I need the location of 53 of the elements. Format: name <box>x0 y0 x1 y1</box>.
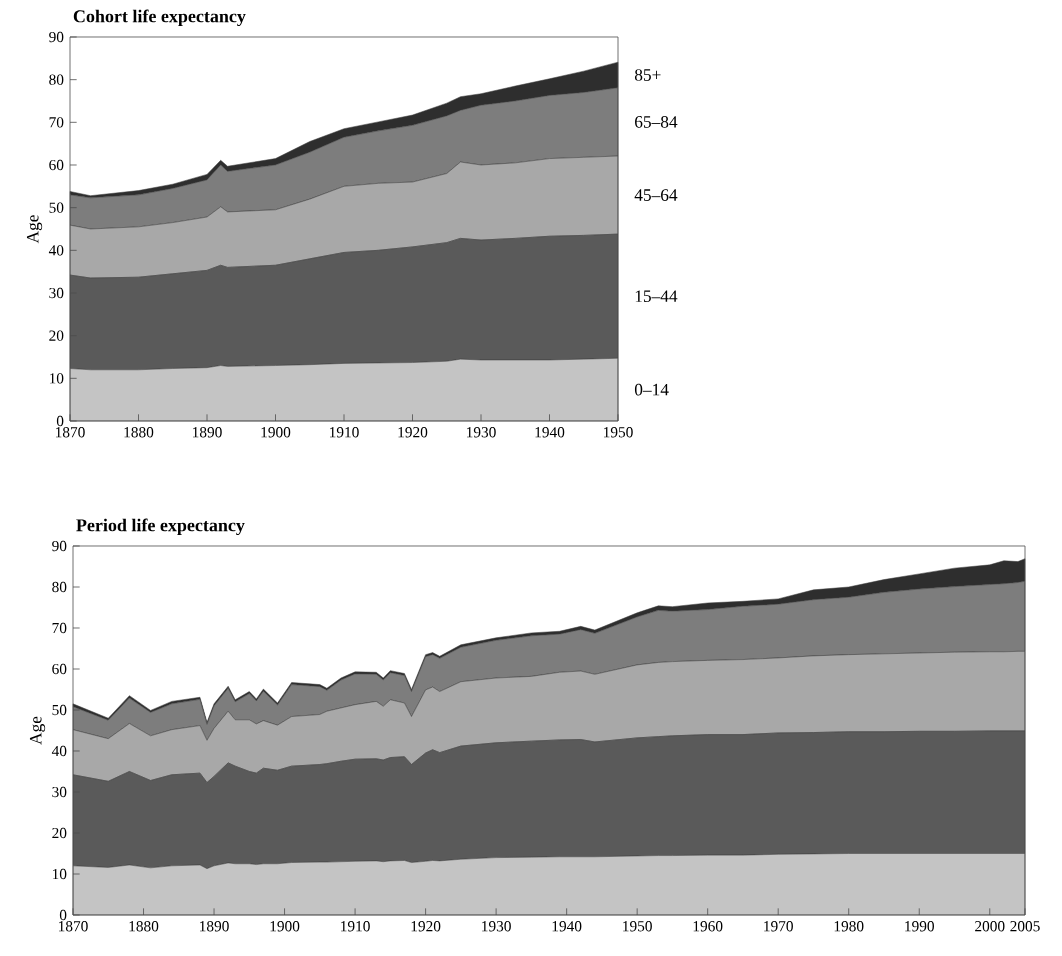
y-tick-label: 30 <box>52 786 67 798</box>
x-tick-label: 1920 <box>411 921 441 932</box>
x-tick-label: 1930 <box>467 427 496 438</box>
x-tick-label: 1900 <box>261 427 291 438</box>
y-tick-label: 40 <box>48 245 64 256</box>
y-tick-label: 20 <box>52 827 67 839</box>
x-tick-label: 1930 <box>482 921 511 932</box>
y-tick-label: 0 <box>56 415 64 427</box>
series-label: 85+ <box>634 69 661 81</box>
x-tick-label: 1870 <box>59 921 88 932</box>
y-tick-label: 0 <box>59 909 67 921</box>
x-tick-label: 1970 <box>764 921 793 932</box>
x-tick-label: 1940 <box>552 921 582 932</box>
y-tick-label: 60 <box>49 159 64 171</box>
y-tick-label: 40 <box>51 745 67 757</box>
series-label: 65–84 <box>635 116 678 128</box>
x-tick-label: 1890 <box>200 921 229 932</box>
series-label: 15–44 <box>635 290 678 302</box>
x-tick-label: 2000 <box>975 921 1005 932</box>
x-tick-label: 1870 <box>56 427 85 438</box>
x-tick-label: 1980 <box>834 921 864 932</box>
series-label: 0–14 <box>634 383 669 396</box>
x-tick-label: 1890 <box>193 427 222 438</box>
x-tick-label: 1960 <box>693 921 723 932</box>
y-tick-label: 70 <box>52 622 67 634</box>
y-axis-title: Age <box>29 716 46 745</box>
x-tick-label: 2005 <box>1010 921 1040 932</box>
y-tick-label: 50 <box>52 704 67 716</box>
x-tick-label: 1950 <box>604 427 633 438</box>
y-tick-label: 30 <box>49 287 64 299</box>
x-tick-label: 1900 <box>270 921 300 932</box>
y-tick-label: 80 <box>52 581 67 593</box>
x-tick-label: 1950 <box>623 921 652 932</box>
y-tick-label: 10 <box>52 868 67 880</box>
x-tick-label: 1940 <box>535 427 565 438</box>
chart-title: Cohort life expectancy <box>73 9 246 27</box>
y-tick-label: 10 <box>49 373 64 384</box>
y-tick-label: 90 <box>49 31 64 43</box>
y-tick-label: 20 <box>49 330 64 341</box>
y-tick-label: 90 <box>52 540 67 552</box>
x-tick-label: 1880 <box>129 921 159 932</box>
y-axis-title: Age <box>26 215 43 244</box>
x-tick-label: 1910 <box>341 921 370 932</box>
x-tick-label: 1990 <box>905 921 934 932</box>
series-label: 45–64 <box>634 189 678 201</box>
y-tick-label: 60 <box>52 663 67 675</box>
x-tick-label: 1880 <box>124 427 154 438</box>
x-tick-label: 1920 <box>398 427 428 438</box>
x-tick-label: 1910 <box>330 427 359 438</box>
y-tick-label: 70 <box>49 117 64 128</box>
y-tick-label: 50 <box>49 202 64 213</box>
y-tick-label: 80 <box>49 74 64 85</box>
chart-title: Period life expectancy <box>76 518 245 536</box>
